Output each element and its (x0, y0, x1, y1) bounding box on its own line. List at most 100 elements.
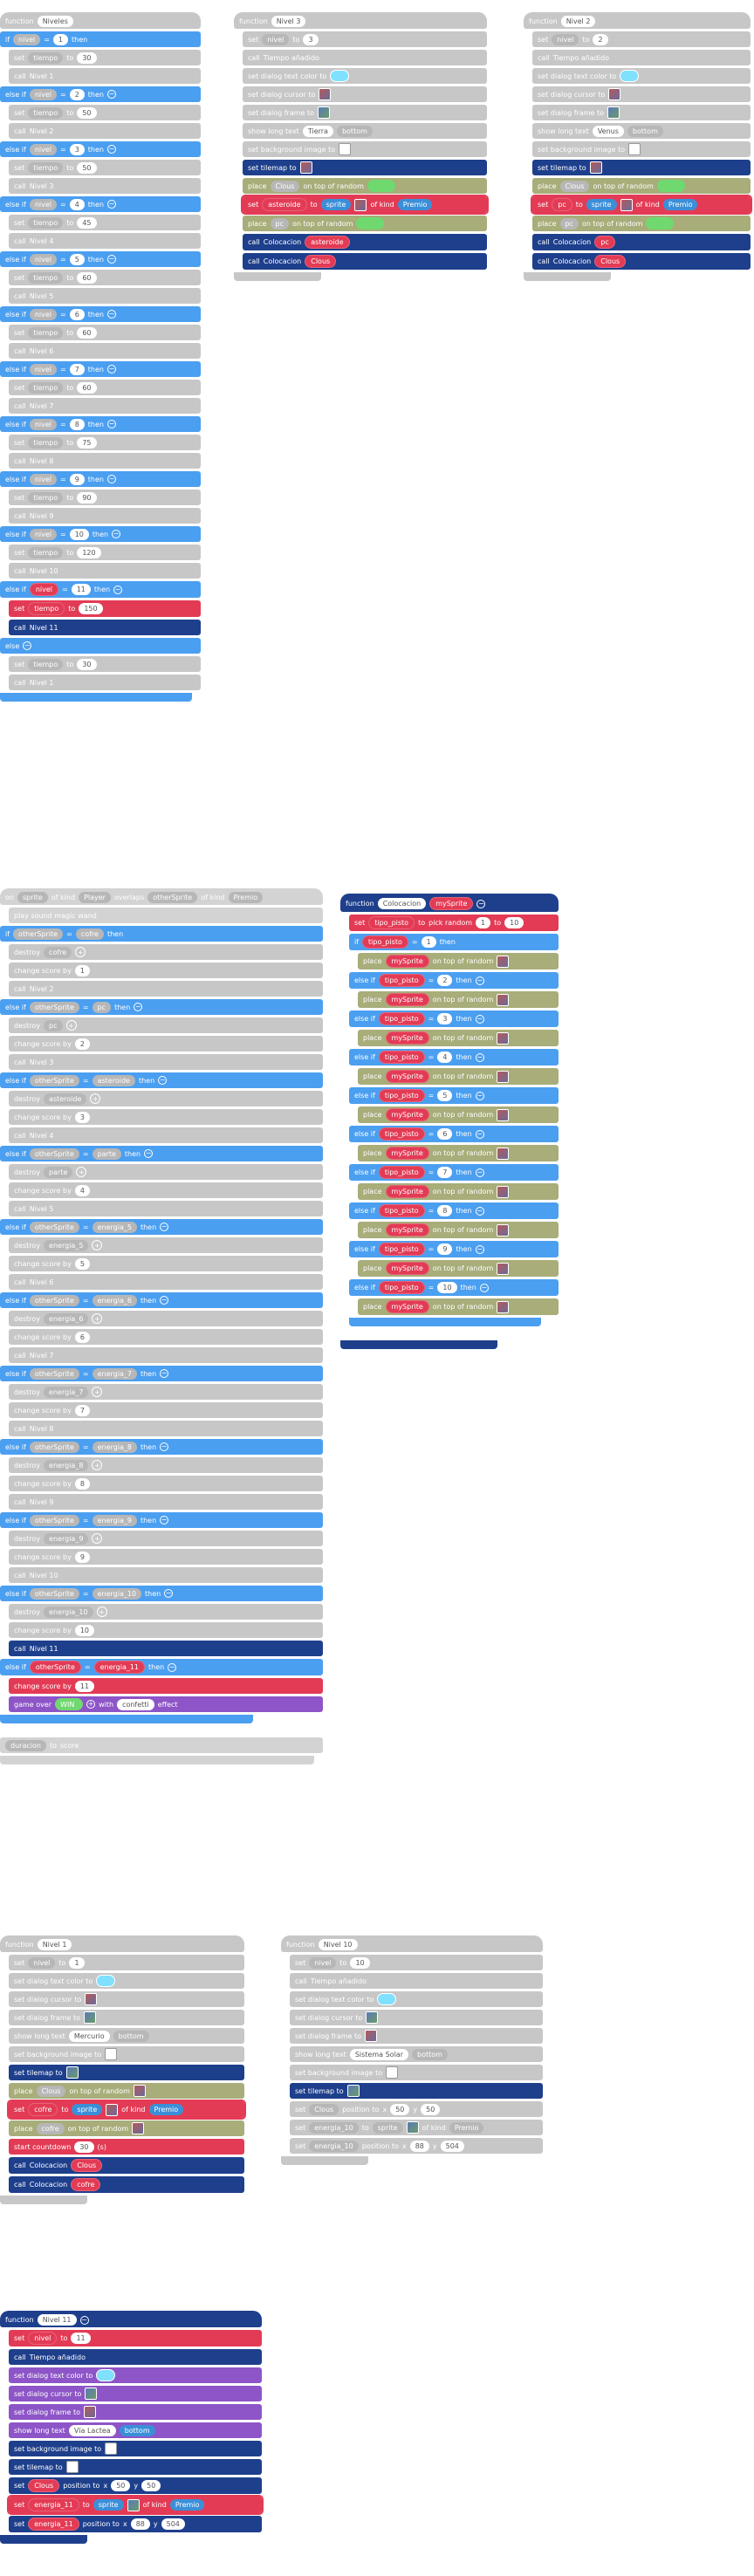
othersprite-var[interactable]: otherSprite (29, 1367, 79, 1380)
remove-branch-icon[interactable]: − (107, 255, 116, 264)
tiempo-var-dropdown[interactable]: tiempo (28, 271, 64, 284)
kind-dropdown[interactable]: Premio (397, 199, 433, 210)
argument-dropdown[interactable]: Clous (305, 255, 337, 268)
add-effect-icon[interactable]: + (92, 1313, 103, 1324)
kind-dropdown[interactable]: Premio (662, 199, 698, 210)
param-pill[interactable]: mySprite (385, 1108, 429, 1121)
call-tiempo-block[interactable]: call Tiempo añadido (243, 50, 487, 65)
remove-branch-icon[interactable]: − (107, 365, 116, 373)
call-nivel-block[interactable]: call Nivel 6 (9, 343, 201, 359)
if-block-footer[interactable] (0, 1715, 253, 1723)
othersprite-var[interactable]: otherSprite (29, 1221, 79, 1233)
show-long-text-block[interactable]: show long text Vía Lactea bottom (9, 2422, 262, 2438)
set-tiempo-block[interactable]: set tiempo to 50 (9, 160, 201, 175)
call-nivel-block[interactable]: call Nivel 11 (9, 620, 201, 635)
if-row[interactable]: else if tipo_pisto = 5 then − (349, 1087, 559, 1104)
set-tilemap-block[interactable]: set tilemap to (532, 160, 751, 175)
sprite-keyword[interactable]: sprite (320, 199, 352, 210)
tile-image[interactable] (497, 1108, 510, 1121)
add-else-if-icon[interactable]: + (0, 1727, 10, 1737)
destroy-block[interactable]: destroy energia_10 + (9, 1604, 323, 1620)
random-to[interactable]: 10 (504, 917, 524, 928)
case-value[interactable]: 4 (437, 1052, 453, 1063)
show-long-text-block[interactable]: show long text Sistema Solar bottom (290, 2046, 543, 2062)
othersprite-var[interactable]: otherSprite (29, 1441, 79, 1453)
add-effect-icon[interactable]: + (90, 1093, 101, 1104)
tile-image[interactable] (497, 1147, 510, 1160)
sprite-var-dropdown[interactable]: asteroide (262, 198, 307, 211)
kind-dropdown[interactable]: Player (79, 892, 111, 903)
score-value[interactable]: 10 (74, 1624, 95, 1636)
tilemap-image[interactable] (65, 2066, 79, 2079)
var-dropdown[interactable]: tipo_pisto (378, 1166, 425, 1179)
tile-image[interactable] (497, 1070, 510, 1083)
dialog-text-color-block[interactable]: set dialog text color to (9, 2367, 262, 2383)
call-nivel-block[interactable]: call Nivel 3 (9, 1054, 323, 1070)
if-row[interactable]: else if otherSprite = energia_6 then − (0, 1292, 323, 1308)
var-dropdown[interactable]: tipo_pisto (378, 1051, 425, 1064)
nivel-var-dropdown[interactable]: nivel (13, 33, 41, 45)
tile-image[interactable] (133, 2085, 146, 2097)
sprite-var-dropdown[interactable]: asteroide (92, 1074, 135, 1086)
tiempo-value[interactable]: 60 (77, 326, 97, 339)
nivel-var-dropdown[interactable]: nivel (29, 418, 57, 430)
if-row[interactable]: else if otherSprite = energia_11 then − (0, 1659, 323, 1675)
case-value[interactable]: 10 (437, 1282, 457, 1293)
add-effect-icon[interactable]: + (75, 947, 86, 957)
remove-branch-icon[interactable]: − (479, 1283, 489, 1292)
destroy-block[interactable]: destroy energia_7 + (9, 1384, 323, 1400)
set-tiempo-block[interactable]: set tiempo to 60 (9, 380, 201, 395)
remove-branch-icon[interactable]: − (475, 1052, 484, 1062)
place-block[interactable]: place pc on top of random (532, 216, 751, 231)
color-swatch[interactable] (96, 2369, 116, 2381)
sprite-var-dropdown[interactable]: Clous (28, 2479, 60, 2492)
if-row[interactable]: if nivel = 1 then (0, 31, 201, 47)
add-effect-icon[interactable]: + (92, 1240, 103, 1250)
set-tiempo-block[interactable]: set tiempo to 50 (9, 105, 201, 120)
tile-picker[interactable] (656, 180, 685, 192)
function-name-field[interactable]: Nivel 10 (318, 1939, 358, 1950)
nivel-number[interactable]: 7 (69, 363, 85, 375)
tile-image[interactable] (497, 1223, 510, 1237)
tiempo-value[interactable]: 90 (77, 491, 97, 504)
function-name-field[interactable]: Nivel 3 (271, 16, 306, 27)
nivel-number[interactable]: 4 (69, 198, 85, 210)
call-nivel-block[interactable]: call Nivel 7 (9, 398, 201, 414)
show-long-text-block[interactable]: show long text Mercurio bottom (9, 2028, 244, 2044)
win-toggle[interactable]: WIN (55, 1698, 84, 1710)
score-value[interactable]: 8 (74, 1477, 90, 1490)
call-colocacion-block[interactable]: call Colocacion Clous (9, 2157, 244, 2174)
add-effect-icon[interactable]: + (92, 1387, 103, 1397)
change-score-block[interactable]: change score by 3 (9, 1109, 323, 1125)
othersprite-var[interactable]: otherSprite (29, 1661, 81, 1674)
set-tiempo-block[interactable]: set tiempo to 120 (9, 545, 201, 560)
set-tiempo-block[interactable]: set tiempo to 60 (9, 325, 201, 340)
tile-picker[interactable] (646, 217, 675, 230)
if-row[interactable]: else if tipo_pisto = 10 then − (349, 1279, 559, 1296)
nivel-var-dropdown[interactable]: nivel (552, 33, 579, 45)
x-value[interactable]: 50 (111, 2480, 131, 2491)
dialog-text-color-block[interactable]: set dialog text color to (290, 1991, 543, 2007)
call-nivel-block[interactable]: call Nivel 10 (9, 563, 201, 579)
set-position-block[interactable]: set energia_11 position to x 88 y 504 (9, 2516, 262, 2532)
sprite-var-dropdown[interactable]: asteroide (44, 1093, 87, 1105)
score-value[interactable]: 2 (74, 1038, 90, 1050)
nivel-var-dropdown[interactable]: nivel (29, 363, 57, 375)
nivel-var-dropdown[interactable]: nivel (29, 308, 57, 320)
tiempo-var-dropdown[interactable]: tiempo (28, 381, 64, 394)
nivel-value[interactable]: 1 (69, 1956, 85, 1969)
long-text-field[interactable]: Sistema Solar (349, 2048, 408, 2060)
sprite-var-dropdown[interactable]: pc (44, 1019, 63, 1031)
case-value[interactable]: 1 (421, 936, 436, 948)
param-pill[interactable]: mySprite (385, 1223, 429, 1237)
cursor-image[interactable] (608, 88, 621, 100)
remove-branch-icon[interactable]: − (107, 310, 116, 319)
sprite-var-dropdown[interactable]: energia_9 (92, 1514, 137, 1526)
sprite-keyword[interactable]: sprite (72, 2104, 103, 2115)
nivel10-function-block[interactable]: function Nivel 10 set nivel to 10 call Tiempo a… (281, 1935, 543, 2168)
change-score-block[interactable]: change score by 6 (9, 1329, 323, 1345)
sprite-var-dropdown[interactable]: pc (270, 217, 290, 230)
othersprite-var[interactable]: otherSprite (29, 1294, 79, 1306)
place-block[interactable]: place Clous on top of random (243, 178, 487, 194)
background-image[interactable] (105, 2048, 118, 2060)
